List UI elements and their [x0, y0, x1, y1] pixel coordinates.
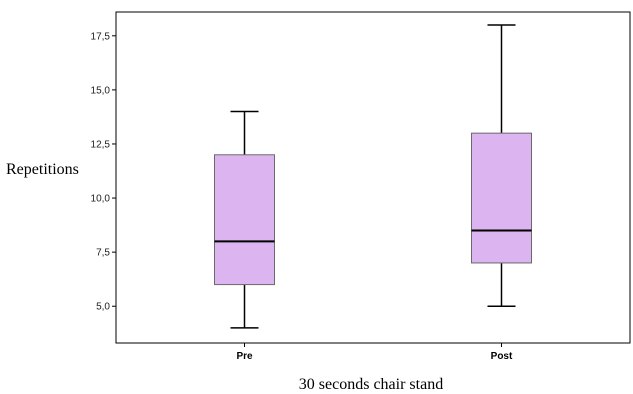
iqr-box	[214, 154, 275, 286]
plot-frame	[115, 11, 631, 344]
x-axis: Pre Post	[236, 343, 513, 362]
x-axis-title: 30 seconds chair stand	[299, 376, 443, 393]
y-tick-label: 15,0	[91, 85, 111, 96]
y-tick-label: 12,5	[91, 139, 111, 150]
boxes-layer	[214, 24, 532, 329]
y-axis-title: Repetitions	[6, 161, 79, 178]
x-tick-label: Pre	[236, 351, 253, 362]
y-tick-label: 17,5	[91, 31, 111, 42]
y-axis: 5,0 7,5 10,0 12,5 15,0 17,5	[91, 31, 116, 313]
x-tick-label: Post	[491, 351, 513, 362]
iqr-box	[471, 132, 532, 264]
y-tick-label: 5,0	[96, 302, 110, 313]
y-tick-label: 7,5	[96, 248, 110, 259]
y-tick-label: 10,0	[91, 194, 111, 205]
